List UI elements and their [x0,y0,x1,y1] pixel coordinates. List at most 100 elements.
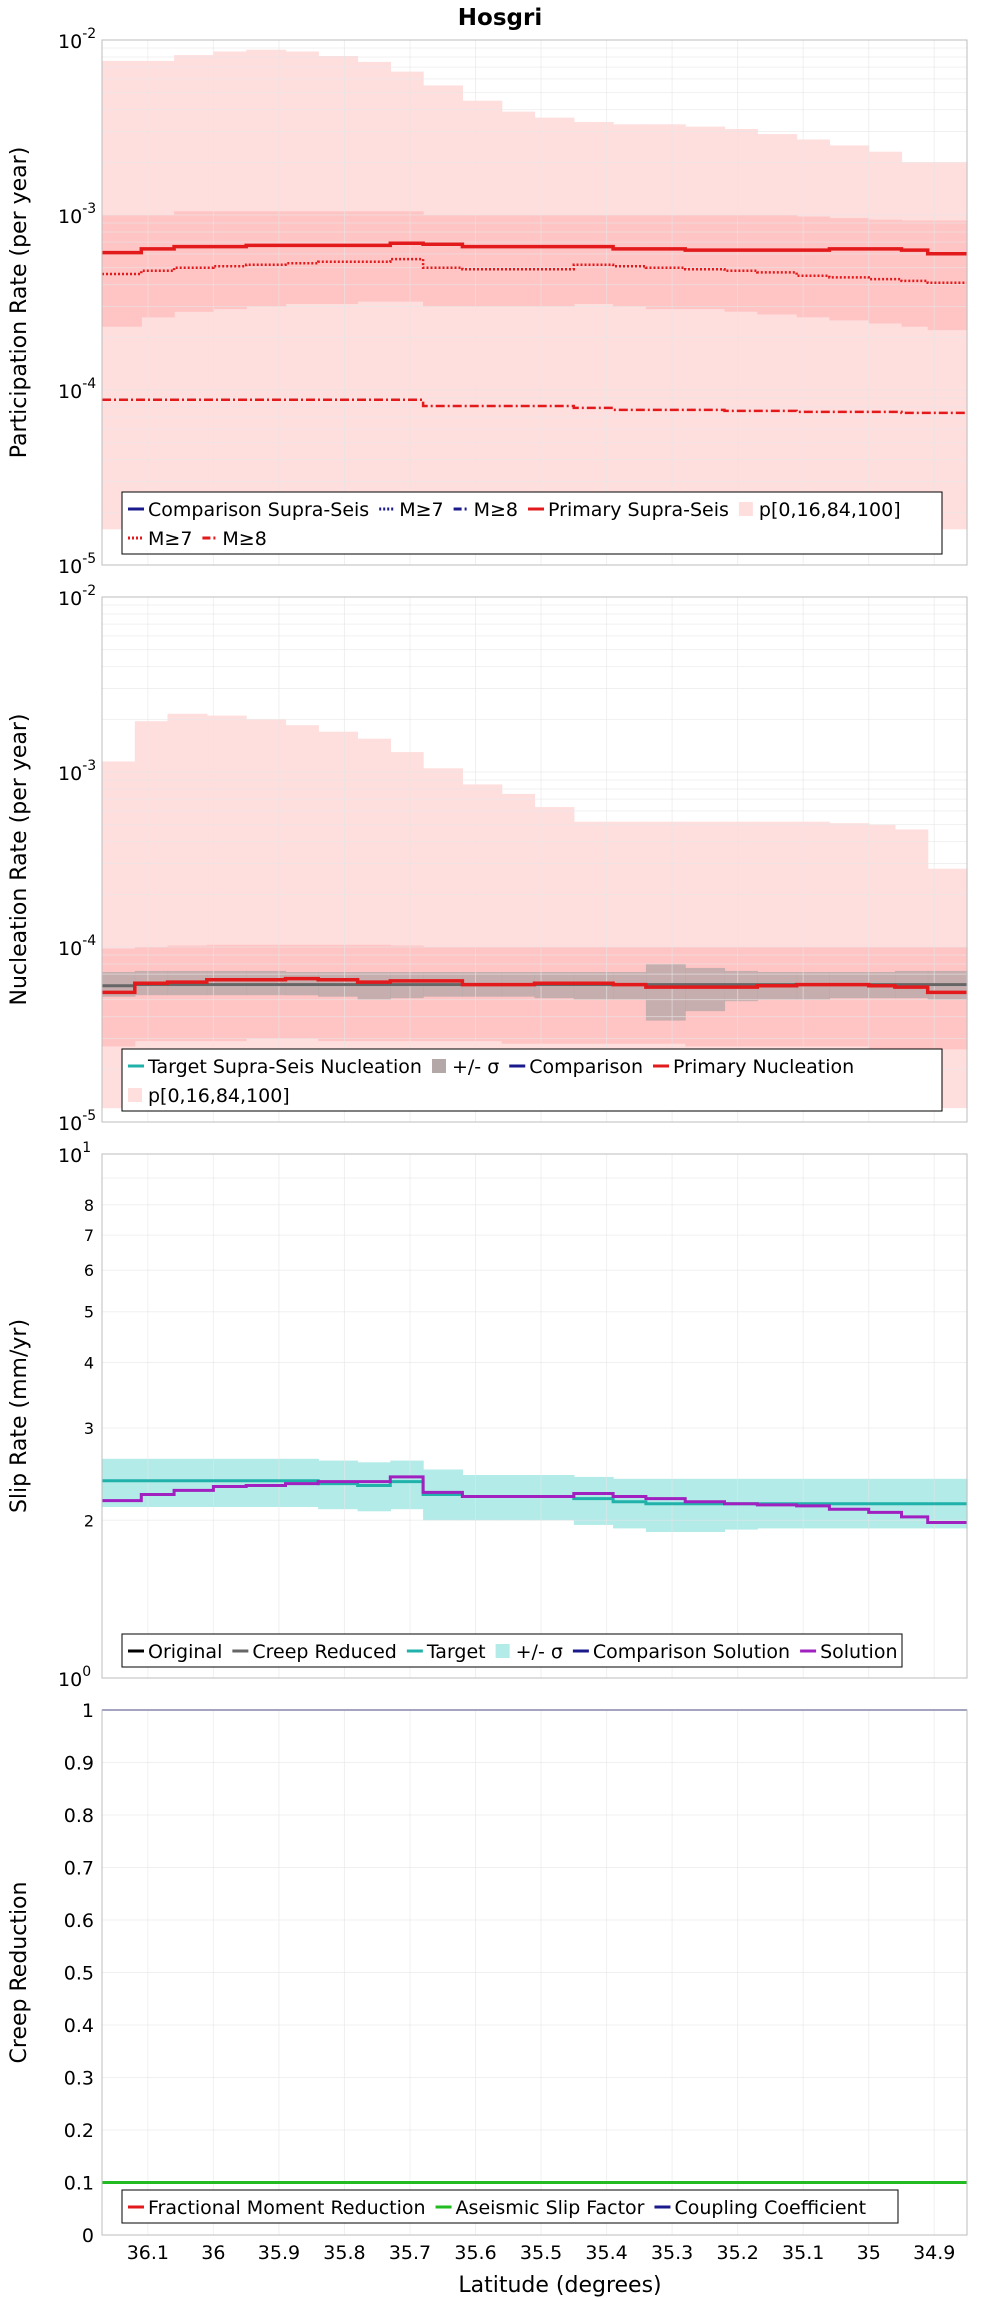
y-tick-base: 10 [58,588,82,610]
legend: Fractional Moment Reduction Aseismic Slip… [121,2189,899,2224]
y-tick-label: 0.9 [64,1753,94,1775]
legend-swatch [431,1059,446,1073]
band-participation-1-bin [645,215,686,310]
band-participation-0-bin [901,162,929,530]
y-minor-tick-label: 2 [84,1511,94,1530]
panel-creep: 0 0.1 0.2 0.3 0.4 0.5 0.6 0.7 0.8 0.9 1 Creep Reduc… [7,1700,968,2247]
series-slip-1 [102,1475,967,1524]
band-participation-1-bin [213,211,247,310]
y-tick-label: 10-2 [58,583,96,610]
legend-item-label: Comparison Solution [593,1641,790,1663]
x-tick-label: 34.9 [913,2242,955,2264]
y-tick-base: 10 [58,31,82,53]
y-tick-label: 0 [82,2225,94,2247]
y-tick-label: 10-5 [58,1108,96,1135]
band-participation-0-bin [645,124,686,530]
x-tick-label: 35.7 [389,2242,431,2264]
band-nucleation-0-bin [206,715,247,1102]
band-slip-0-bin [174,1458,214,1507]
band-participation-1-bin [796,216,830,318]
band-slip-0-bin [141,1458,175,1507]
y-tick-exponent: -3 [82,758,96,774]
y-minor-tick-label: 3 [84,1419,94,1438]
band-participation-0-bin [534,117,575,530]
band-participation-1-bin [174,211,214,312]
y-tick-label: 10-3 [58,201,96,228]
band-slip-0-bin [213,1458,247,1507]
band-nucleation-0-bin [318,731,359,1103]
band-nucleation-0-bin [423,768,463,1103]
legend-item-label: Target [426,1641,486,1663]
band-participation-1-bin [868,219,903,324]
band-participation-0-bin [462,100,503,530]
y-tick-base: 10 [58,206,82,228]
y-tick-exponent: -4 [82,376,96,392]
y-tick-base: 10 [58,763,82,785]
y-tick-label: 10-4 [58,376,96,403]
y-tick-label: 0.3 [64,2068,94,2090]
y-tick-label: 0.8 [64,1805,94,1827]
y-axis-label: Creep Reduction [7,1882,32,2064]
x-tick-label: 35 [857,2242,881,2264]
legend: Target Supra-Seis Nucleation +/- σ Compari… [121,1048,943,1112]
y-tick-base: 10 [58,938,82,960]
legend-item-label: Target Supra-Seis Nucleation [147,1056,422,1078]
y-tick-label: 10-5 [58,551,96,578]
band-participation-0-bin [724,129,758,530]
y-tick-label: 101 [58,1140,91,1167]
legend-item-label: M≥8 [222,528,266,550]
y-tick-exponent: -2 [82,26,96,42]
band-participation-1-bin [927,220,968,331]
series-participation-1 [102,257,967,285]
band-participation-0-bin [573,122,614,530]
y-minor-tick-label: 4 [84,1354,94,1373]
band-participation-0-bin [501,111,536,530]
y-tick-label: 0.5 [64,1963,94,1985]
chart-title: Hosgri [458,5,542,31]
band-slip-0-bin [246,1458,287,1507]
band-participation-0-bin [796,139,830,530]
legend-item-label: Primary Supra-Seis [548,499,729,521]
y-minor-tick-label: 6 [84,1261,94,1280]
band-participation-0-bin [868,151,903,530]
legend-box [121,2189,899,2224]
band-participation-1-bin [246,211,287,307]
y-tick-exponent: -4 [82,933,96,949]
legend-item-label: M≥8 [474,499,518,521]
band-participation-1-bin [685,215,726,310]
legend-item-label: Original [148,1641,222,1663]
x-tick-label: 35.1 [782,2242,824,2264]
legend-swatch [738,502,753,516]
legend-item-label: M≥7 [399,499,443,521]
band-participation-1-bin [423,215,463,307]
legend-item-label: +/- σ [452,1056,499,1078]
legend-item-label: p[0,16,84,100] [148,1085,290,1107]
x-tick-label: 35.5 [520,2242,562,2264]
band-participation-1-bin [901,220,929,327]
band-participation-1-bin [318,211,359,304]
y-tick-exponent: -5 [82,1108,96,1124]
band-nucleation-0-bin [246,719,287,1102]
plot-frame [101,1153,968,1679]
x-tick-label: 35.9 [258,2242,300,2264]
band-slip-0-bin [102,1458,142,1507]
y-tick-base: 10 [58,381,82,403]
legend-item-label: Solution [820,1641,897,1663]
legend-item-label: Primary Nucleation [673,1056,854,1078]
x-tick-label: 36 [201,2242,225,2264]
x-axis-label: Latitude (degrees) [458,2273,661,2298]
band-nucleation-2-bin [645,964,686,1021]
y-minor-tick-label: 8 [84,1196,94,1215]
legend-swatch [495,1644,510,1658]
band-slip-0-bin [613,1478,647,1529]
y-tick-exponent: -3 [82,201,96,217]
band-slip-0-bin [390,1460,424,1510]
legend-item-label: p[0,16,84,100] [759,499,901,521]
band-participation-1-bin [757,215,798,315]
x-tick-label: 35.3 [651,2242,693,2264]
y-tick-base: 10 [58,1113,82,1135]
